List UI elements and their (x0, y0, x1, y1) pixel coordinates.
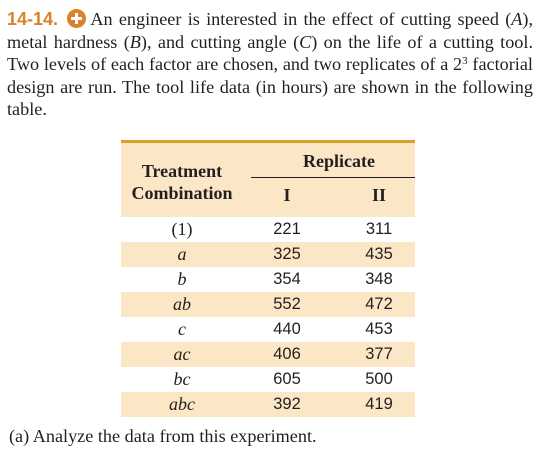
table-top-rule (121, 140, 415, 143)
treatment-combination-cell: abc (169, 394, 195, 414)
table-row: (1) 221 311 (121, 217, 415, 242)
table-body: (1) 221 311 a 325 435 b 354 348 ab 552 472 c 440 453 ac… (121, 217, 415, 417)
replicate-2-cell: 377 (365, 345, 393, 363)
table-header: Treatment Combination Replicate I II (121, 143, 415, 217)
treatment-combination-cell: c (178, 319, 186, 339)
replicate-header: Replicate (303, 151, 375, 171)
factor-b-symbol: B (129, 31, 141, 52)
replicate-2-cell: 500 (365, 370, 393, 388)
replicate-1-cell: 406 (273, 345, 301, 363)
table-row: a 325 435 (121, 242, 415, 267)
table-row: b 354 348 (121, 267, 415, 292)
treatment-header-line2: Combination (131, 183, 233, 203)
question-a: (a) Analyze the data from this experimen… (9, 426, 317, 446)
replicate-1-cell: 440 (273, 320, 301, 338)
replicate-1-cell: 325 (273, 245, 301, 263)
treatment-combination-cell: a (177, 244, 187, 264)
plus-circle-icon (67, 9, 87, 28)
problem-statement: 14-14. An engineer is interested in the … (7, 8, 533, 121)
replicate-2-cell: 435 (365, 245, 393, 263)
replicate-2-cell: 419 (365, 395, 393, 413)
replicate-2-cell: 348 (365, 270, 393, 288)
problem-text-a: An engineer is interested in the effect … (90, 9, 512, 29)
table-row: abc 392 419 (121, 392, 415, 417)
replicate-1-cell: 392 (273, 395, 301, 413)
replicate-1-header: I (283, 185, 291, 205)
replicate-2-cell: 453 (365, 320, 393, 338)
replicate-2-cell: 472 (365, 295, 393, 313)
table-row: ac 406 377 (121, 342, 415, 367)
replicate-2-cell: 311 (365, 220, 393, 238)
table-row: bc 605 500 (121, 367, 415, 392)
treatment-combination-header: Treatment Combination (121, 160, 243, 204)
treatment-combination-cell: b (177, 269, 187, 289)
problem-number: 14-14. (7, 9, 59, 29)
problem-text-e: factorial design are run. The tool life … (7, 54, 533, 120)
replicate-1-cell: 552 (273, 295, 301, 313)
replicate-header-rule (251, 177, 415, 178)
problem-text-c: ), and cutting angle ( (140, 31, 300, 52)
factor-a-symbol: A (511, 9, 523, 29)
replicate-2-header: II (371, 185, 386, 205)
treatment-header-line1: Treatment (141, 161, 223, 181)
replicate-1-cell: 354 (273, 270, 301, 288)
problem-text-b: ), metal hardness ( (7, 9, 534, 52)
factor-c-symbol: C (299, 31, 312, 52)
treatment-combination-cell: bc (173, 369, 191, 389)
table-row: c 440 453 (121, 317, 415, 342)
treatment-combination-cell: ac (173, 344, 191, 364)
table-row: ab 552 472 (121, 292, 415, 317)
replicate-1-cell: 605 (273, 370, 301, 388)
treatment-combination-cell: (1) (171, 219, 193, 239)
replicate-1-cell: 221 (273, 220, 301, 238)
factorial-exponent: 3 (462, 55, 468, 68)
treatment-combination-cell: ab (173, 294, 191, 314)
problem-text-d: ) on the life of a cutting tool. Two lev… (7, 31, 533, 75)
tool-life-table: Treatment Combination Replicate I II (1)… (121, 140, 415, 417)
